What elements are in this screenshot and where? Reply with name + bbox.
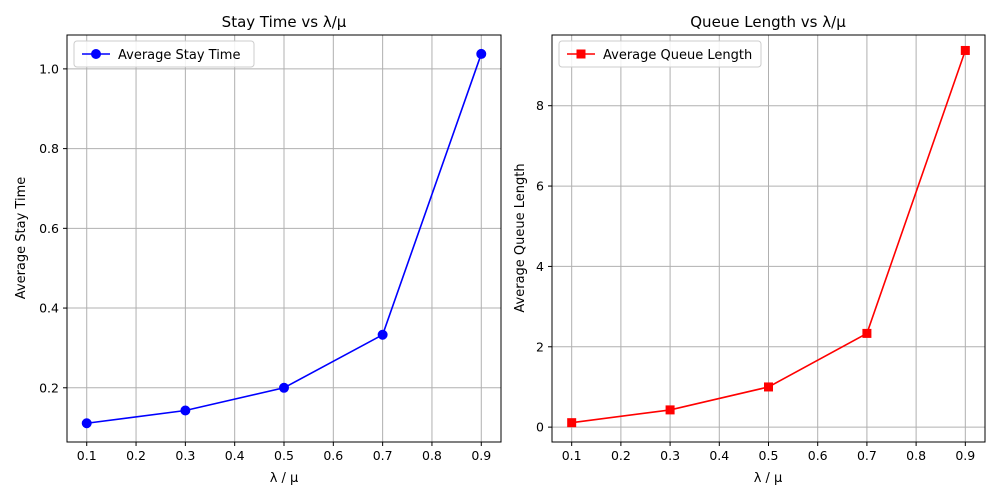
data-point xyxy=(665,405,675,415)
legend-box xyxy=(73,40,255,68)
data-point xyxy=(279,382,289,393)
legend-marker xyxy=(576,49,586,59)
x-tick-label: 0.3 xyxy=(175,448,195,463)
x-tick-label: 0.7 xyxy=(857,448,877,463)
data-point xyxy=(960,45,970,55)
x-tick-label: 0.1 xyxy=(77,448,97,463)
data-point xyxy=(764,382,773,392)
x-tick-label: 0.1 xyxy=(562,448,582,463)
y-tick-label: 0.2 xyxy=(39,380,59,395)
chart-title: Stay Time vs λ/μ xyxy=(222,13,347,31)
x-tick-label: 0.5 xyxy=(759,448,779,463)
y-axis-label: Average Queue Length xyxy=(513,163,528,312)
legend: Average Stay Time xyxy=(73,40,255,68)
x-tick-label: 0.3 xyxy=(660,448,680,463)
data-point xyxy=(567,418,577,428)
series-lines xyxy=(567,45,970,428)
x-tick-label: 0.5 xyxy=(274,448,294,463)
y-tick-label: 8 xyxy=(536,98,544,113)
y-tick-label: 0.4 xyxy=(39,301,59,316)
x-tick-label: 0.7 xyxy=(373,448,393,463)
grid xyxy=(67,35,501,442)
y-tick-label: 0.6 xyxy=(39,221,59,236)
ticks: 0.1 0.2 0.3 0.4 0.5 0.6 0.7 0.8 0.9 0.2 0.4 0.6 0.8 1… xyxy=(39,61,491,463)
x-tick-label: 0.2 xyxy=(126,448,146,463)
grid xyxy=(552,35,985,442)
y-tick-label: 0 xyxy=(536,420,544,435)
y-tick-label: 6 xyxy=(536,179,544,194)
legend-label: Average Stay Time xyxy=(118,48,240,63)
x-axis-label: λ / μ xyxy=(270,471,299,486)
data-point xyxy=(377,329,388,340)
chart-title: Queue Length vs λ/μ xyxy=(690,13,846,31)
y-axis-label: Average Stay Time xyxy=(14,177,29,299)
y-tick-label: 2 xyxy=(536,339,544,354)
data-point xyxy=(180,405,191,416)
x-axis-label: λ / μ xyxy=(754,471,783,486)
data-point xyxy=(476,48,487,59)
x-tick-label: 0.4 xyxy=(225,448,245,463)
y-tick-label: 4 xyxy=(536,259,544,274)
legend: Average Queue Length xyxy=(558,40,762,68)
y-tick-label: 0.8 xyxy=(39,141,59,156)
legend-label: Average Queue Length xyxy=(603,48,752,63)
x-tick-label: 0.6 xyxy=(323,448,343,463)
legend-box xyxy=(558,40,762,68)
x-tick-label: 0.9 xyxy=(471,448,491,463)
ticks: 0.1 0.2 0.3 0.4 0.5 0.6 0.7 0.8 0.9 0 2 4 6 8 xyxy=(536,98,975,463)
data-point xyxy=(862,328,872,338)
x-tick-label: 0.8 xyxy=(422,448,442,463)
x-tick-label: 0.4 xyxy=(709,448,729,463)
series-lines xyxy=(81,48,487,429)
data-point xyxy=(81,418,92,429)
chart-queue-length: Queue Length vs λ/μ 0.1 0.2 0.3 0.4 0.5 0.6 0.… xyxy=(513,13,986,486)
x-tick-label: 0.6 xyxy=(808,448,828,463)
x-tick-label: 0.9 xyxy=(955,448,975,463)
chart-stay-time: Stay Time vs λ/μ 0.1 0.2 0.3 0.4 0.5 0.6 0.7 0.… xyxy=(14,13,502,486)
y-tick-label: 1.0 xyxy=(39,61,59,76)
x-tick-label: 0.2 xyxy=(611,448,631,463)
x-tick-label: 0.8 xyxy=(906,448,926,463)
legend-marker xyxy=(91,49,101,59)
